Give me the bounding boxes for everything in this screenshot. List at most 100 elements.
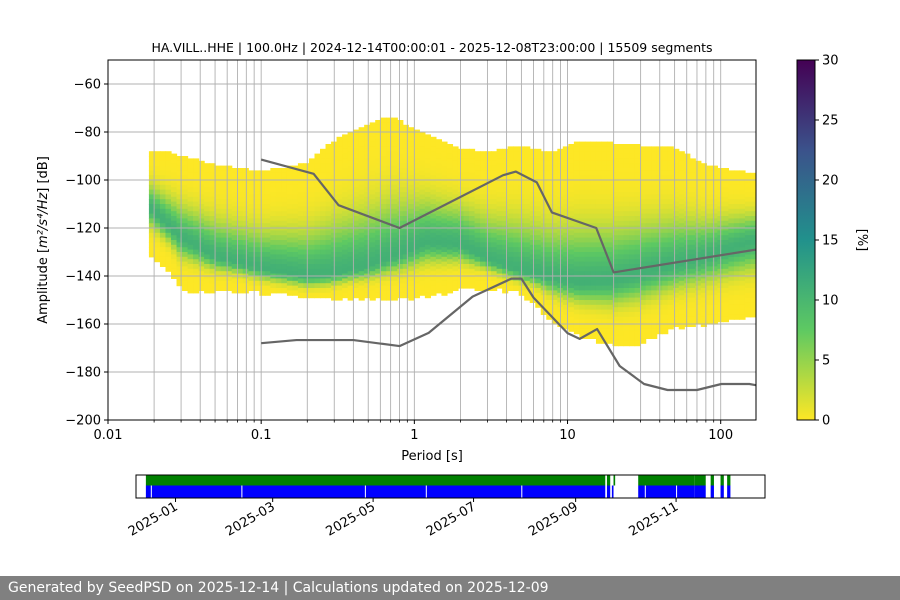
heatmap-cell — [502, 249, 509, 255]
heatmap-cell — [380, 175, 387, 181]
heatmap-cell — [529, 206, 536, 212]
heatmap-cell — [623, 259, 630, 265]
heatmap-cell — [590, 309, 597, 315]
heatmap-cell — [286, 170, 294, 176]
heatmap-cell — [424, 192, 431, 198]
heatmap-cell — [722, 283, 730, 289]
heatmap-cell — [358, 156, 365, 162]
heatmap-cell — [220, 170, 227, 176]
heatmap-cell — [684, 211, 691, 217]
heatmap-cell — [402, 220, 409, 227]
heatmap-cell — [485, 280, 492, 287]
heatmap-cell — [292, 184, 299, 191]
heatmap-cell — [148, 247, 156, 253]
heatmap-cell — [303, 283, 310, 289]
heatmap-cell — [535, 206, 542, 212]
heatmap-cell — [640, 242, 647, 248]
heatmap-cell — [215, 280, 222, 287]
heatmap-cell — [463, 211, 470, 217]
heatmap-cell — [645, 156, 652, 162]
heatmap-cell — [551, 237, 558, 243]
heatmap-cell — [375, 264, 382, 270]
heatmap-cell — [435, 182, 443, 188]
heatmap-cell — [353, 201, 360, 207]
heatmap-cell — [546, 160, 553, 167]
heatmap-cell — [706, 295, 713, 301]
heatmap-cell — [308, 254, 316, 260]
heatmap-cell — [673, 249, 680, 255]
heatmap-cell — [601, 280, 608, 287]
heatmap-cell — [391, 127, 398, 133]
heatmap-cell — [320, 211, 327, 217]
heatmap-cell — [711, 290, 718, 296]
heatmap-cell — [380, 228, 387, 234]
heatmap-cell — [463, 283, 470, 289]
heatmap-cell — [347, 252, 354, 258]
heatmap-cell — [667, 228, 674, 234]
heatmap-cell — [209, 220, 216, 227]
heatmap-cell — [480, 247, 487, 253]
heatmap-cell — [159, 170, 167, 176]
heatmap-cell — [275, 196, 282, 203]
heatmap-cell — [601, 213, 608, 219]
heatmap-cell — [292, 261, 299, 267]
heatmap-cell — [684, 259, 691, 265]
heatmap-cell — [618, 163, 625, 169]
heatmap-cell — [391, 280, 398, 287]
heatmap-cell — [463, 182, 470, 188]
heatmap-cell — [634, 153, 641, 159]
heatmap-cell — [342, 211, 349, 217]
heatmap-cell — [325, 244, 332, 251]
heatmap-cell — [171, 254, 178, 260]
heatmap-cell — [590, 314, 597, 320]
heatmap-cell — [551, 304, 558, 311]
heatmap-cell — [270, 206, 277, 212]
heatmap-cell — [728, 218, 735, 224]
heatmap-cell — [595, 266, 603, 272]
x-tick-label: 100 — [708, 428, 733, 443]
heatmap-cell — [215, 232, 222, 239]
heatmap-cell — [684, 192, 691, 198]
heatmap-cell — [242, 278, 249, 284]
heatmap-cell — [148, 156, 156, 162]
heatmap-cell — [711, 314, 718, 320]
heatmap-cell — [667, 218, 674, 224]
heatmap-cell — [684, 302, 691, 308]
heatmap-cell — [618, 240, 625, 246]
heatmap-cell — [308, 172, 316, 179]
heatmap-cell — [689, 168, 696, 174]
heatmap-cell — [629, 292, 636, 299]
heatmap-cell — [375, 292, 382, 299]
heatmap-cell — [308, 216, 316, 222]
heatmap-cell — [209, 278, 216, 284]
heatmap-cell — [364, 278, 371, 284]
heatmap-cell — [595, 194, 603, 200]
heatmap-cell — [629, 264, 636, 270]
heatmap-cell — [419, 266, 426, 272]
heatmap-cell — [640, 280, 647, 287]
heatmap-cell — [292, 170, 299, 176]
heatmap-cell — [568, 302, 575, 308]
heatmap-cell — [524, 151, 531, 157]
heatmap-cell — [618, 220, 625, 227]
heatmap-cell — [342, 268, 349, 275]
heatmap-cell — [546, 175, 553, 181]
heatmap-cell — [673, 312, 680, 318]
heatmap-cell — [678, 232, 685, 239]
heatmap-cell — [595, 276, 603, 282]
heatmap-cell — [744, 192, 752, 198]
heatmap-cell — [154, 213, 161, 219]
heatmap-cell — [595, 165, 603, 171]
heatmap-cell — [634, 196, 641, 203]
heatmap-cell — [551, 184, 558, 191]
heatmap-cell — [386, 170, 393, 176]
heatmap-cell — [612, 316, 619, 323]
heatmap-cell — [286, 208, 294, 215]
colorbar-tick-label: 20 — [822, 174, 839, 189]
heatmap-cell — [226, 285, 233, 291]
heatmap-cell — [292, 223, 299, 229]
heatmap-cell — [634, 201, 641, 207]
heatmap-cell — [502, 259, 509, 265]
heatmap-cell — [430, 204, 437, 210]
heatmap-cell — [739, 304, 746, 311]
